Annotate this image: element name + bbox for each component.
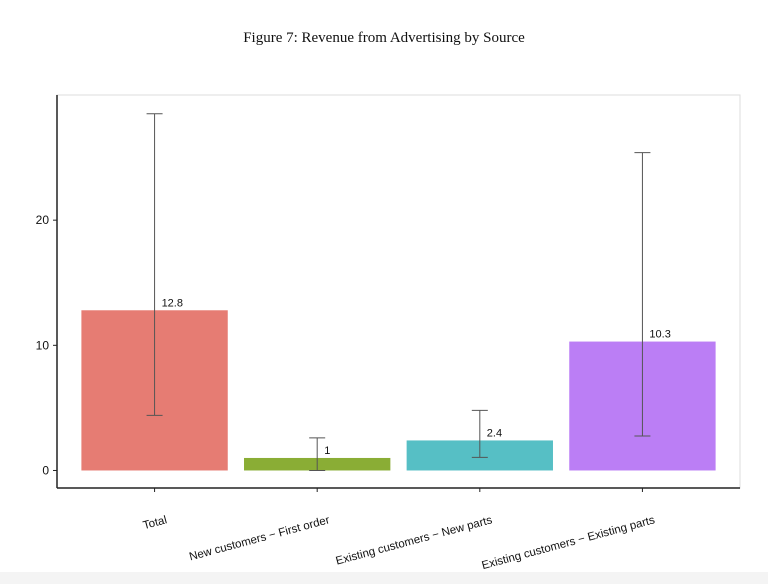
- x-tick-label: Existing customers − New parts: [335, 514, 494, 567]
- y-tick-label: 10: [36, 338, 50, 352]
- data-label: 1: [324, 445, 330, 457]
- page-footer-band: [0, 572, 768, 584]
- y-tick-label: 20: [36, 213, 50, 227]
- data-label: 12.8: [162, 297, 183, 309]
- y-tick-label: 0: [42, 463, 49, 477]
- chart-title: Figure 7: Revenue from Advertising by So…: [243, 30, 525, 46]
- x-tick-label: New customers − First order: [188, 514, 331, 563]
- data-label: 10.3: [649, 329, 670, 341]
- data-label: 2.4: [487, 427, 502, 439]
- x-tick-label: Existing customers − Existing parts: [481, 514, 657, 572]
- x-tick-label: Total: [142, 514, 169, 532]
